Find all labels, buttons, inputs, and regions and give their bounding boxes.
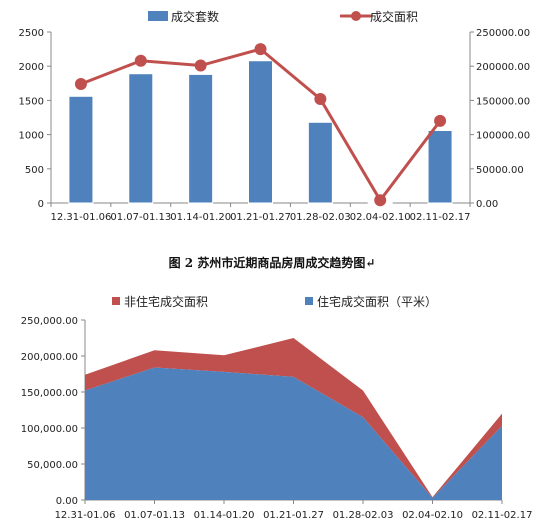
x-tick-label: 01.21-01.27 (263, 510, 324, 521)
legend-label-line: 成交面积 (370, 9, 418, 24)
legend-label-residential: 住宅成交面积（平米） (317, 294, 437, 309)
y-tick-label: 250,000.00 (21, 316, 78, 327)
left-tick-label: 2500 (19, 28, 44, 39)
x-tick-label: 01.28-02.03 (333, 510, 394, 521)
legend-swatch-bars (148, 11, 168, 21)
legend: 成交套数 成交面积 (148, 9, 418, 24)
x-tick-label: 01.07-01.13 (124, 510, 185, 521)
line-point (434, 114, 447, 127)
left-tick-label: 500 (25, 165, 44, 176)
x-tick-label: 01.14-01.20 (170, 212, 231, 223)
area-residential (85, 367, 502, 500)
right-tick-label: 50000.00 (476, 165, 524, 176)
left-tick-label: 0 (38, 199, 44, 210)
legend-swatch-line-marker (351, 11, 361, 21)
legend-label-bars: 成交套数 (171, 9, 219, 24)
stacked-area-chart: 0.00 50,000.00 100,000.00 150,000.00 200,000… (21, 294, 533, 521)
right-tick-label: 250000.00 (476, 28, 530, 39)
y-tick-label: 100,000.00 (21, 424, 78, 435)
x-tick-label: 01.28-02.03 (290, 212, 351, 223)
line-point (134, 54, 147, 67)
right-tick-label: 100000.00 (476, 131, 530, 142)
bar (427, 129, 453, 204)
area-non-residential (85, 338, 502, 498)
bar (248, 60, 273, 204)
line-point (194, 59, 207, 72)
x-tick-label: 12.31-01.06 (50, 212, 111, 223)
bar (188, 73, 214, 204)
y-tick-label: 200,000.00 (21, 352, 78, 363)
line-point (254, 43, 267, 56)
x-tick-label: 01.07-01.13 (110, 212, 171, 223)
bar (128, 73, 154, 204)
legend-swatch-residential (305, 297, 313, 305)
left-tick-label: 1500 (19, 96, 44, 107)
x-tick-label: 02.11-02.17 (410, 212, 471, 223)
x-tick-label: 02.04-02.10 (402, 510, 463, 521)
right-tick-label: 200000.00 (476, 62, 530, 73)
right-tick-label: 150000.00 (476, 96, 530, 107)
x-tick-label: 02.04-02.10 (350, 212, 411, 223)
x-tick-label: 02.11-02.17 (472, 510, 533, 521)
bar (68, 95, 94, 204)
left-tick-label: 2000 (19, 62, 44, 73)
x-tick-label: 01.21-01.27 (230, 212, 291, 223)
line-point (314, 93, 327, 106)
figure-caption: 图 2 苏州市近期商品房周成交趋势图↵ (168, 256, 376, 270)
combo-chart: 0 500 1000 1500 2000 2500 0.00 50000.00 100000.0… (19, 9, 531, 223)
right-tick-label: 0.00 (476, 199, 498, 210)
line-point (374, 194, 387, 207)
bar (307, 121, 333, 204)
legend: 非住宅成交面积 住宅成交面积（平米） (112, 294, 437, 309)
y-tick-label: 50,000.00 (27, 460, 78, 471)
line-point (74, 77, 87, 90)
legend-label-non-residential: 非住宅成交面积 (124, 294, 208, 309)
x-tick-label: 01.14-01.20 (194, 510, 255, 521)
y-tick-label: 0.00 (56, 496, 78, 507)
legend-swatch-non-residential (112, 297, 120, 305)
x-tick-label: 12.31-01.06 (55, 510, 116, 521)
y-tick-label: 150,000.00 (21, 388, 78, 399)
left-tick-label: 1000 (19, 131, 44, 142)
